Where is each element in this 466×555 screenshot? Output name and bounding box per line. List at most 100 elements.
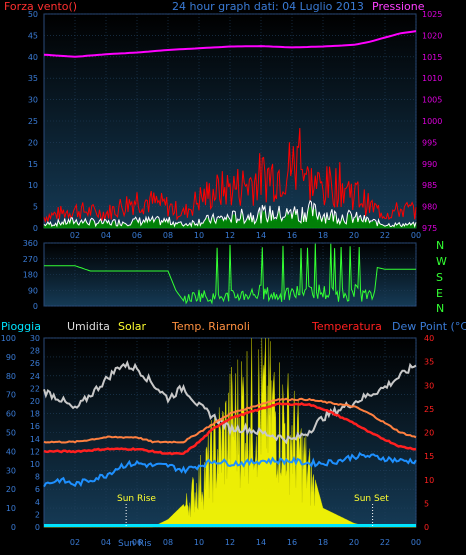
humidity-tick-label: 30 [30, 334, 40, 343]
pressure-tick-label: 990 [422, 160, 437, 169]
temperature-line [43, 402, 417, 456]
pressure-tick-label: 1020 [422, 31, 442, 40]
compass-e: E [436, 287, 443, 300]
compass-w: W [436, 255, 447, 268]
pressure-tick-label: 985 [422, 181, 437, 190]
temperature-tick-label: 30 [424, 381, 434, 390]
wind-tick-label: 0 [33, 224, 38, 233]
wind-x-tick-label: 20 [349, 231, 359, 240]
chart-title: 24 hour graph dati: 04 Luglio 2013 [172, 0, 364, 13]
wind-tick-label: 30 [28, 96, 38, 105]
wind-tick-label: 25 [28, 117, 38, 126]
compass-n-bottom: N [436, 302, 445, 315]
temperature-tick-label: 15 [424, 452, 434, 461]
temp-x-tick-label: 18 [318, 538, 328, 547]
humidity-tick-label: 8 [35, 473, 40, 482]
wind-tick-label: 40 [28, 53, 38, 62]
wind-x-tick-label: 08 [163, 231, 173, 240]
temperature-tick-label: 25 [424, 405, 434, 414]
pressure-tick-label: 995 [422, 138, 437, 147]
wind-x-tick-label: 16 [287, 231, 297, 240]
wind-tick-label: 5 [33, 203, 38, 212]
humidity-tick-label: 26 [30, 359, 40, 368]
temperature-tick-label: 20 [424, 429, 434, 438]
rain-bar [44, 524, 416, 527]
rain-tick-label: 80 [6, 372, 16, 381]
humidity-tick-label: 14 [30, 435, 40, 444]
wind-x-tick-label: 10 [194, 231, 204, 240]
humidity-tick-label: 22 [30, 384, 40, 393]
temp-x-tick-label: 20 [349, 538, 359, 547]
wind-x-tick-label: 22 [380, 231, 390, 240]
direction-tick-label: 0 [33, 302, 38, 311]
pressure-axis-title: Pressione [372, 0, 425, 13]
compass-s: S [436, 271, 443, 284]
pressure-tick-label: 1005 [422, 96, 442, 105]
rain-tick-label: 40 [6, 447, 16, 456]
temperature-tick-label: 40 [424, 334, 434, 343]
humidity-tick-label: 18 [30, 410, 40, 419]
humidity-tick-label: 6 [35, 485, 40, 494]
rain-tick-label: 30 [6, 466, 16, 475]
rain-tick-label: 10 [6, 504, 16, 513]
pressure-tick-label: 1010 [422, 74, 442, 83]
wind-average-line [43, 199, 417, 229]
temp-x-tick-label: 02 [70, 538, 80, 547]
temp-x-tick-label: 10 [194, 538, 204, 547]
humidity-tick-label: 10 [30, 460, 40, 469]
wind-tick-label: 10 [28, 181, 38, 190]
humidity-tick-label: 16 [30, 422, 40, 431]
rain-tick-label: 60 [6, 410, 16, 419]
humidity-tick-label: 28 [30, 347, 40, 356]
wind-x-tick-label: 14 [256, 231, 266, 240]
compass-n-top: N [436, 239, 445, 252]
temperature-tick-label: 10 [424, 476, 434, 485]
humidity-line [43, 359, 417, 445]
wind-tick-label: 15 [28, 160, 38, 169]
wind-x-tick-label: 12 [225, 231, 235, 240]
temp-x-tick-label: 16 [287, 538, 297, 547]
wind-x-tick-label: 06 [132, 231, 142, 240]
wind-tick-label: 20 [28, 138, 38, 147]
pressure-tick-label: 1015 [422, 53, 442, 62]
wind-x-tick-label: 00 [411, 231, 421, 240]
pressure-tick-label: 980 [422, 203, 437, 212]
rain-tick-label: 20 [6, 485, 16, 494]
pressure-tick-label: 1000 [422, 117, 442, 126]
rain-axis-title: Pioggia [1, 320, 41, 333]
humidity-tick-label: 4 [35, 498, 40, 507]
wind-axis-title: Forza vento() [4, 0, 78, 13]
dewpoint-line [43, 451, 417, 488]
temp-x-tick-label: 12 [225, 538, 235, 547]
direction-tick-label: 90 [28, 286, 38, 295]
temp-x-tick-label: 00 [411, 538, 421, 547]
wind-x-tick-label: 04 [101, 231, 111, 240]
direction-tick-label: 180 [23, 271, 38, 280]
windchill-legend: Temp. Riarnoli [172, 320, 250, 333]
temp-x-tick-label: 06 [132, 538, 142, 547]
sunset-label: Sun Set [354, 494, 389, 504]
pressure-tick-label: 1025 [422, 10, 442, 19]
rain-tick-label: 50 [6, 429, 16, 438]
humidity-axis-title: Umidita [67, 320, 110, 333]
wind-x-tick-label: 18 [318, 231, 328, 240]
temp-x-tick-label: 08 [163, 538, 173, 547]
solar-legend: Solar [118, 320, 147, 333]
humidity-tick-label: 12 [30, 447, 40, 456]
temp-x-tick-label: 22 [380, 538, 390, 547]
wind-x-tick-label: 02 [70, 231, 80, 240]
humidity-tick-label: 0 [35, 523, 40, 532]
wind-tick-label: 35 [28, 74, 38, 83]
temperature-tick-label: 0 [424, 523, 429, 532]
direction-tick-label: 270 [23, 255, 38, 264]
pressure-tick-label: 975 [422, 224, 437, 233]
rain-tick-label: 0 [11, 523, 16, 532]
sunrise-label: Sun Rise [117, 494, 156, 504]
wind-tick-label: 45 [28, 31, 38, 40]
temp-x-tick-label: 14 [256, 538, 266, 547]
temperature-tick-label: 5 [424, 499, 429, 508]
direction-tick-label: 360 [23, 239, 38, 248]
temperature-tick-label: 35 [424, 358, 434, 367]
